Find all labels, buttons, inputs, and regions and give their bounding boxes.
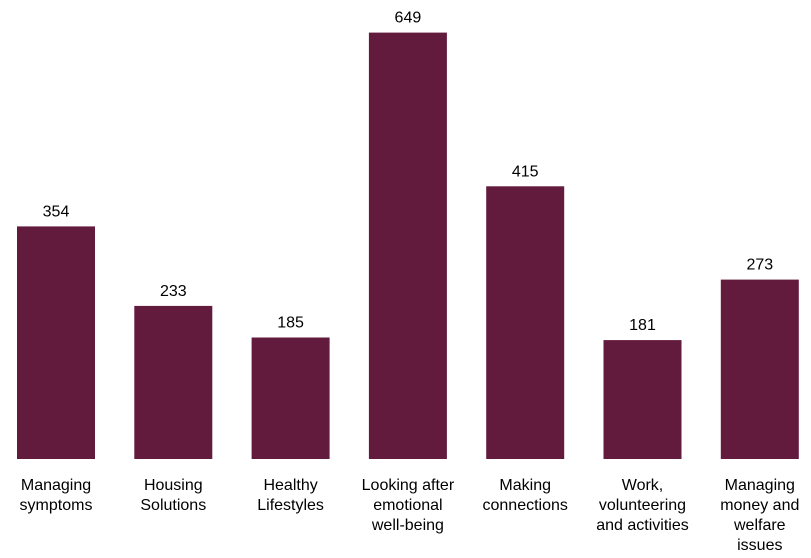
category-label-housing-solutions: Housing Solutions: [140, 477, 206, 514]
category-label-line: Solutions: [140, 497, 206, 514]
category-label-line: Housing: [144, 477, 203, 494]
category-label-line: well-being: [371, 517, 444, 534]
value-label-work-volunteering-and-activities: 181: [629, 317, 656, 334]
bar-managing-symptoms: [17, 226, 95, 459]
category-label-making-connections: Making connections: [483, 477, 568, 514]
category-label-line: Managing: [21, 477, 91, 494]
category-label-managing-money-and-welfare-issues: Managing money and welfare issues: [720, 477, 799, 554]
bar-managing-money-and-welfare-issues: [720, 279, 799, 459]
category-label-line: emotional: [373, 497, 442, 514]
category-label-line: volunteering: [599, 497, 686, 514]
value-label-making-connections: 415: [512, 163, 539, 180]
value-label-housing-solutions: 233: [160, 283, 187, 300]
bars-group: [17, 32, 799, 460]
value-labels-group: 354 233 185 649 415 181 273: [43, 10, 774, 335]
category-label-line: Managing: [725, 477, 795, 494]
bar-work-volunteering-and-activities: [603, 340, 682, 459]
category-label-line: issues: [737, 537, 782, 554]
category-label-work-volunteering-and-activities: Work, volunteering and activities: [596, 477, 689, 534]
category-label-line: symptoms: [20, 497, 93, 514]
bar-looking-after-emotional-well-being: [368, 32, 447, 459]
value-label-managing-symptoms: 354: [43, 203, 70, 220]
category-label-line: Work,: [622, 477, 663, 494]
value-label-healthy-lifestyles: 185: [277, 315, 304, 332]
value-label-managing-money-and-welfare-issues: 273: [746, 257, 773, 274]
category-label-line: money and: [720, 497, 799, 514]
category-label-line: and activities: [596, 517, 689, 534]
bar-healthy-lifestyles: [251, 337, 330, 459]
category-label-managing-symptoms: Managing symptoms: [20, 477, 93, 514]
category-labels-group: Managing symptoms Housing Solutions Healthy L…: [20, 477, 800, 554]
category-label-line: connections: [483, 497, 568, 514]
category-label-line: Lifestyles: [257, 497, 324, 514]
category-label-line: welfare: [733, 517, 786, 534]
bar-housing-solutions: [134, 305, 213, 459]
category-label-line: Healthy: [263, 477, 317, 494]
category-label-healthy-lifestyles: Healthy Lifestyles: [257, 477, 324, 514]
bar-making-connections: [486, 186, 565, 460]
category-label-line: Making: [499, 477, 551, 494]
category-label-line: Looking after: [362, 477, 455, 494]
category-label-looking-after-emotional-well-being: Looking after emotional well-being: [362, 477, 455, 534]
value-label-looking-after-emotional-well-being: 649: [395, 10, 422, 27]
